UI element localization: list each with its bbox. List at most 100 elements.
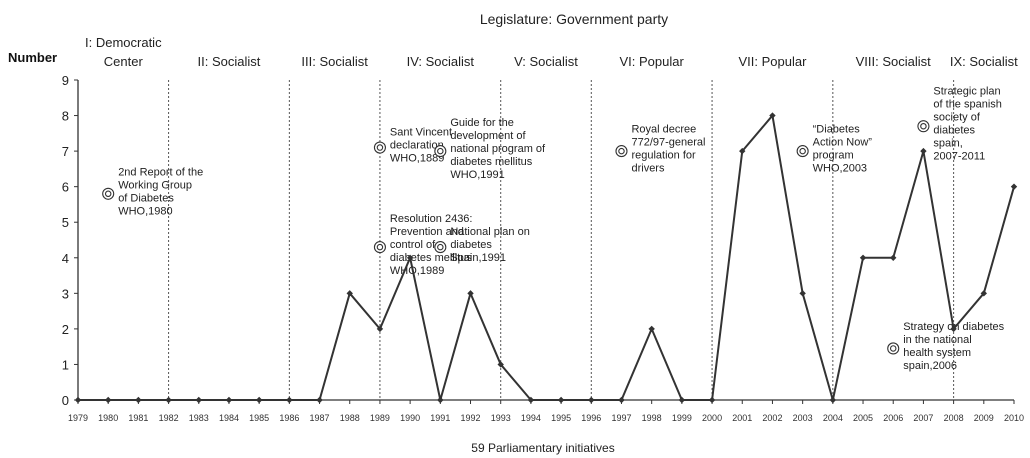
annotation-marker-inner xyxy=(799,147,806,155)
x-tick-label: 2010 xyxy=(1004,413,1024,423)
x-tick-label: 2006 xyxy=(883,413,903,423)
data-point-2002 xyxy=(769,112,776,119)
x-tick-label: 1987 xyxy=(310,413,330,423)
data-point-1998 xyxy=(648,325,655,333)
x-tick-label: 1982 xyxy=(159,413,179,423)
data-point-1989 xyxy=(376,325,384,333)
data-point-1982 xyxy=(165,396,172,404)
data-point-1986 xyxy=(286,396,293,404)
x-tick-label: 1998 xyxy=(642,413,662,423)
x-tick-label: 2005 xyxy=(853,413,873,423)
x-tick-label: 1986 xyxy=(279,413,299,423)
x-axis-label: 59 Parliamentary initiatives xyxy=(471,441,614,455)
data-point-2005 xyxy=(859,254,867,261)
annotation-marker-inner xyxy=(889,345,897,352)
data-point-2009 xyxy=(980,290,988,297)
x-tick-label: 2000 xyxy=(702,413,722,423)
annotation-text: Sant Vincent declaration WHO,1889 xyxy=(390,127,452,165)
x-tick-label: 1984 xyxy=(219,413,239,423)
x-tick-label: 1993 xyxy=(491,413,511,423)
annotation-text: “Diabetes Action Now” program WHO,2003 xyxy=(813,124,873,175)
data-point-1990 xyxy=(406,254,414,261)
data-point-2010 xyxy=(1010,183,1018,190)
x-tick-label: 2003 xyxy=(793,413,813,423)
x-tick-label: 1981 xyxy=(128,413,148,423)
annotation-marker-inner xyxy=(376,144,384,151)
x-tick-label: 2002 xyxy=(762,413,782,423)
data-point-1984 xyxy=(225,396,233,404)
annotation-text: National plan on diabetes Spain,1991 xyxy=(450,226,530,264)
legislature-labels: I: Democratic Center II: Socialist III: Soc… xyxy=(85,35,1018,69)
x-tick-label: 1997 xyxy=(611,413,631,423)
x-tick-label: 1988 xyxy=(340,413,360,423)
y-tick-label: 3 xyxy=(62,286,69,301)
x-tick-label: 2004 xyxy=(823,413,843,423)
data-point-1997 xyxy=(618,396,625,404)
x-tick-label: 2008 xyxy=(944,413,964,423)
x-tick-label: 1996 xyxy=(581,413,601,423)
y-tick-label: 5 xyxy=(62,215,69,230)
legislature-label: V: Socialist xyxy=(514,54,578,69)
data-point-1992 xyxy=(467,290,474,297)
data-point-2000 xyxy=(708,396,716,404)
x-tick-label: 1995 xyxy=(551,413,571,423)
x-tick-label: 1994 xyxy=(521,413,541,423)
x-tick-label: 2007 xyxy=(913,413,933,423)
chart-title: Legislature: Government party xyxy=(480,11,668,27)
annotation-text: Royal decree 772/97-general regulation for… xyxy=(631,124,705,175)
x-tick-label: 1999 xyxy=(672,413,692,423)
series-line xyxy=(78,114,1015,401)
y-tick-label: 7 xyxy=(62,144,69,159)
y-tick-label: 2 xyxy=(62,322,69,337)
data-point-1991 xyxy=(437,396,444,404)
y-tick-label: 1 xyxy=(62,357,69,372)
data-point-2006 xyxy=(890,254,897,261)
x-tick-label: 1980 xyxy=(98,413,118,423)
data-point-1987 xyxy=(316,396,323,404)
data-point-1980 xyxy=(104,396,112,404)
legislature-label: III: Socialist xyxy=(301,54,368,69)
data-point-1985 xyxy=(255,396,263,404)
y-tick-label: 9 xyxy=(62,73,69,88)
annotation-text: Strategic plan of the spanish society of di… xyxy=(933,86,1002,163)
x-tick-label: 1985 xyxy=(249,413,269,423)
y-tick-label: 4 xyxy=(62,251,69,266)
legislature-label: IX: Socialist xyxy=(950,54,1018,69)
data-point-2003 xyxy=(799,290,806,297)
data-point-1983 xyxy=(195,396,202,404)
annotation-text: 2nd Report of the Working Group of Diabete… xyxy=(118,166,203,217)
x-tick-label: 2001 xyxy=(732,413,752,423)
legislature-dividers xyxy=(168,80,955,400)
annotation-marker-inner xyxy=(104,190,112,198)
data-point-2008 xyxy=(950,325,957,333)
y-axis-label: Number xyxy=(8,50,57,65)
x-tick-label: 1989 xyxy=(370,413,390,423)
legislature-label: II: Socialist xyxy=(198,54,261,69)
annotation-marker-inner xyxy=(618,147,625,155)
legislature-label: IV: Socialist xyxy=(407,54,475,69)
annotation-marker-inner xyxy=(920,122,927,130)
legislature-label: VII: Popular xyxy=(738,54,807,69)
legislature-label: VI: Popular xyxy=(620,54,685,69)
annotation-marker-inner xyxy=(437,147,444,155)
x-tick-label: 1983 xyxy=(189,413,209,423)
annotation-text: Guide for the development of national prog… xyxy=(450,117,546,181)
data-point-1988 xyxy=(346,290,353,297)
axes: 0 1 2 3 4 5 6 7 8 9 1979 1980 1981 1982 1983 1984 1985 19… xyxy=(62,73,1024,423)
x-tick-label: 1991 xyxy=(430,413,450,423)
y-tick-label: 0 xyxy=(62,393,69,408)
y-tick-label: 8 xyxy=(62,109,69,124)
x-tick-label: 1992 xyxy=(461,413,481,423)
data-point-2001 xyxy=(739,147,746,155)
annotation-marker-inner xyxy=(437,243,444,251)
x-tick-label: 2009 xyxy=(974,413,994,423)
x-tick-label: 1979 xyxy=(68,413,88,423)
legislature-label: VIII: Socialist xyxy=(856,54,932,69)
data-point-1995 xyxy=(557,396,565,404)
data-point-2004 xyxy=(829,396,837,404)
legislature-label: I: Democratic Center xyxy=(85,35,162,69)
series-initiatives xyxy=(74,112,1018,404)
data-point-2007 xyxy=(920,147,927,155)
annotation-marker-inner xyxy=(376,243,384,251)
